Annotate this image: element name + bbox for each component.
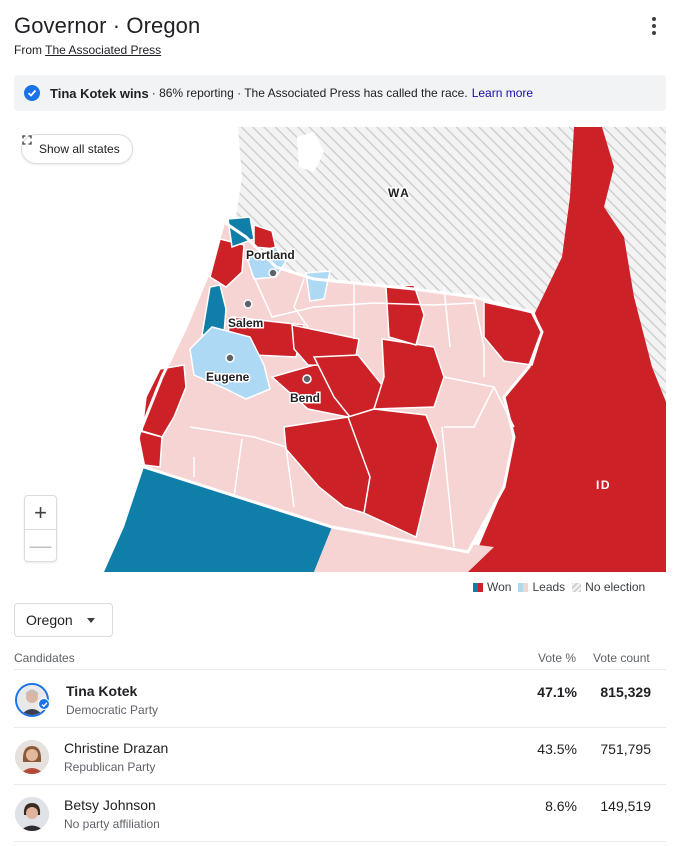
eugene-dot	[225, 353, 235, 363]
idaho-region	[468, 127, 666, 572]
legend-no-election-label: No election	[585, 580, 646, 594]
salem-dot	[243, 299, 253, 309]
vote-pct: 8.6%	[545, 798, 577, 814]
swatch-dem-leads	[518, 582, 524, 592]
region-select-value: Oregon	[26, 612, 73, 628]
candidate-party: Democratic Party	[66, 703, 159, 717]
results-table-header: Candidates Vote % Vote count	[14, 650, 666, 670]
candidate-party: No party affiliation	[64, 817, 160, 831]
show-all-label: Show all states	[39, 142, 120, 156]
nevada-region	[314, 527, 494, 572]
vote-count: 751,795	[600, 741, 651, 757]
winner-check-icon	[38, 698, 50, 710]
zoom-out-button[interactable]: —	[25, 529, 56, 562]
more-options-button[interactable]	[641, 13, 667, 39]
page-title: Governor · Oregon	[14, 13, 201, 38]
chevron-down-icon	[87, 618, 95, 623]
zoom-in-button[interactable]: +	[34, 499, 47, 525]
source-link[interactable]: The Associated Press	[45, 43, 162, 57]
california-region	[104, 467, 332, 572]
show-all-states-button[interactable]: Show all states	[21, 134, 133, 164]
label-eugene: Eugene	[206, 370, 250, 384]
header-vote-pct: Vote %	[538, 651, 577, 665]
table-row[interactable]: Betsy Johnson No party affiliation 8.6% …	[14, 785, 666, 842]
legend-won-label: Won	[487, 580, 512, 594]
header-candidates: Candidates	[14, 651, 75, 665]
puget-island	[297, 132, 324, 172]
city-dots	[225, 268, 312, 384]
race-call-banner: Tina Kotek wins · 86% reporting · The As…	[14, 75, 666, 111]
legend-won: Won	[473, 580, 511, 594]
learn-more-link[interactable]: Learn more	[471, 86, 534, 100]
label-portland: Portland	[246, 248, 295, 262]
legend-leads-label: Leads	[532, 580, 566, 594]
label-bend: Bend	[290, 391, 320, 405]
swatch-no-election	[572, 582, 582, 592]
bend-dot	[302, 374, 312, 384]
label-id: ID	[596, 478, 611, 492]
candidate-name: Christine Drazan	[64, 740, 169, 756]
header-vote-count: Vote count	[593, 651, 650, 665]
map-legend: Won Leads No election	[473, 580, 652, 594]
legend-no-election: No election	[572, 580, 645, 594]
vote-pct: 43.5%	[537, 741, 577, 757]
avatar	[15, 797, 49, 831]
legend-leads: Leads	[518, 580, 565, 594]
check-circle-icon	[24, 85, 40, 101]
swatch-rep-won	[478, 582, 483, 592]
swatch-rep-leads	[523, 582, 529, 592]
reporting-text: · 86% reporting · The Associated Press h…	[151, 86, 468, 100]
region-select[interactable]: Oregon	[14, 603, 113, 637]
source-line: From The Associated Press	[14, 43, 161, 57]
source-prefix: From	[14, 43, 46, 57]
winner-text: Tina Kotek wins	[50, 85, 149, 101]
washington-region	[236, 127, 666, 427]
zoom-controls: + —	[24, 495, 57, 562]
label-salem: Salem	[228, 316, 263, 330]
candidate-party: Republican Party	[64, 760, 156, 774]
map-svg: Portland Salem Eugene Bend WA ID	[104, 127, 666, 572]
candidate-name: Betsy Johnson	[64, 797, 156, 813]
vote-count: 149,519	[600, 798, 651, 814]
portland-dot	[268, 268, 278, 278]
swatch-dem-won	[473, 582, 478, 592]
election-map[interactable]: Portland Salem Eugene Bend WA ID Show al…	[14, 127, 666, 572]
vote-pct: 47.1%	[537, 684, 577, 700]
candidate-name: Tina Kotek	[66, 683, 138, 699]
table-row[interactable]: Christine Drazan Republican Party 43.5% …	[14, 728, 666, 785]
label-wa: WA	[388, 186, 410, 200]
vote-count: 815,329	[600, 684, 651, 700]
avatar	[15, 740, 49, 774]
table-row[interactable]: Tina Kotek Democratic Party 47.1% 815,32…	[14, 671, 666, 728]
